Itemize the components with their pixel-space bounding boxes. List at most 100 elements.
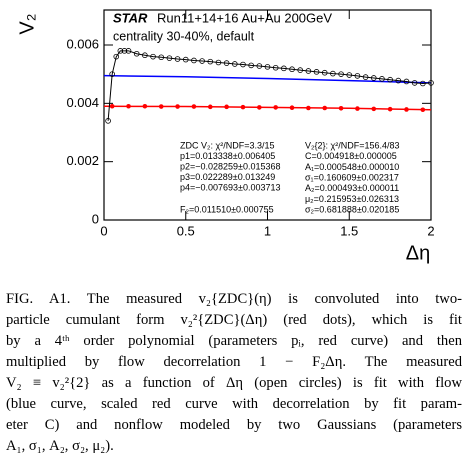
centrality: centrality 30-40%, default — [113, 29, 255, 43]
open-circle — [281, 65, 287, 72]
run: Run11+14+16 Au+Au 200GeV — [157, 10, 332, 25]
caption: FIG. A1. The measured v₂{ZDC}(η) is conv… — [6, 289, 462, 457]
red-dot — [207, 104, 213, 110]
fit-parameter: C=0.004918±0.000005 — [305, 151, 397, 161]
caption-line: V₂ ≡ v₂²{2} as a function of Δη (open ci… — [6, 375, 462, 391]
fit-parameter: p3=0.022289±0.013249 — [180, 172, 275, 182]
open-circle — [313, 69, 320, 75]
fit-parameter: μ₂=0.215953±0.026313 — [305, 194, 399, 204]
fit-parameter: A₁=0.000548±0.000010 — [305, 162, 399, 172]
red-dot — [240, 104, 246, 110]
fit-parameter: V₂{2}: χ²/NDF=156.4/83 — [305, 140, 400, 150]
fit-parameter: σ₁=0.160609±0.002317 — [305, 172, 399, 182]
fit-parameter: σ₂=0.681888±0.020185 — [305, 205, 399, 215]
open-circle — [232, 61, 238, 67]
open-circle — [117, 48, 124, 54]
open-circle — [223, 60, 230, 66]
open-circle — [420, 80, 426, 87]
open-circle — [272, 64, 279, 71]
y-tick-label: 0.006 — [66, 36, 99, 51]
red-dot — [257, 105, 262, 110]
fit-curve — [107, 50, 432, 121]
chart: V₂ Δη STAR Run11+14+16 Au+Au 200GeV cent… — [16, 9, 435, 264]
open-circle — [346, 72, 353, 78]
fit-curve — [103, 74, 432, 84]
open-circle — [264, 64, 271, 70]
y-tick-label: 0 — [92, 211, 99, 226]
open-circle — [207, 58, 214, 65]
red-dot — [142, 103, 148, 109]
open-circle — [362, 74, 369, 80]
red-dot — [175, 104, 180, 109]
open-circle — [321, 69, 328, 76]
fit-parameter: A₂=0.000493±0.000011 — [305, 183, 399, 193]
open-circle — [182, 56, 189, 63]
open-circle — [330, 70, 336, 77]
open-circle — [403, 78, 410, 85]
red-dot — [355, 106, 360, 111]
x-tick-label: 0 — [100, 223, 107, 238]
y-axis-label: V₂ — [16, 13, 38, 34]
open-circle — [105, 118, 111, 124]
caption-line: particle cumulant form v₂²{ZDC}(Δη) (red… — [6, 312, 462, 328]
caption-line: FIG. A1. The measured v₂{ZDC}(η) is conv… — [6, 291, 462, 307]
x-tick-label: 1.5 — [340, 223, 358, 238]
open-circle — [133, 50, 140, 57]
open-circle — [158, 54, 165, 61]
red-dot — [289, 105, 295, 111]
red-dot — [191, 104, 197, 109]
open-circle — [256, 63, 263, 69]
red-dot — [371, 106, 377, 112]
open-circle — [166, 55, 173, 61]
x-tick-label: 0.5 — [177, 223, 195, 238]
red-dot — [306, 105, 311, 111]
red-dot — [338, 105, 344, 111]
red-dot — [322, 105, 328, 111]
red-dot — [158, 104, 164, 109]
red-dot — [273, 105, 278, 110]
open-circle — [142, 52, 148, 59]
fit-parameter: F₂=0.011510±0.000755 — [180, 204, 274, 214]
red-dot — [224, 104, 229, 110]
x-tick-label: 2 — [427, 223, 434, 238]
open-circle — [411, 80, 418, 86]
fit-curve — [103, 105, 432, 111]
open-circle — [338, 71, 344, 77]
open-circle — [150, 53, 156, 60]
x-axis-label: Δη — [406, 242, 430, 264]
caption-line: by a 4ᵗʰ order polynomial (parameters pᵢ… — [6, 333, 462, 349]
open-circle — [305, 68, 312, 74]
open-circle — [379, 76, 385, 82]
caption-line: (blue curve, scaled red curve with decor… — [6, 396, 462, 412]
caption-line: A₁, σ₁, A₂, σ₂, μ₂). — [6, 438, 114, 454]
open-circle — [215, 59, 222, 66]
open-circle — [240, 61, 246, 68]
open-circle — [428, 80, 434, 86]
open-circle — [297, 67, 304, 73]
open-circle — [109, 71, 115, 77]
open-circle — [387, 76, 393, 83]
open-circle — [174, 56, 181, 62]
caption-line: eter C) and nonflow modeled by two Gauss… — [6, 417, 462, 433]
red-dot — [109, 103, 115, 109]
x-tick-label: 1 — [264, 223, 271, 238]
red-dot — [420, 107, 426, 113]
fit-parameter: p4=−0.007693±0.003713 — [180, 182, 281, 192]
caption-line: multiplied by flow decorrelation 1 − F₂Δ… — [6, 354, 462, 370]
fit-parameter: p2=−0.028259±0.015368 — [180, 161, 281, 171]
open-circle — [191, 57, 197, 64]
red-dot — [387, 106, 393, 112]
open-circle — [395, 77, 402, 84]
open-circle — [354, 73, 361, 79]
fit-parameter: p1=0.013338±0.006405 — [180, 151, 275, 161]
open-circle — [125, 48, 132, 54]
open-circle — [113, 53, 120, 60]
open-circle — [370, 75, 377, 81]
open-circle — [199, 58, 205, 64]
y-tick-label: 0.004 — [66, 95, 99, 110]
fit-parameter: ZDC V₂: χ²/NDF=3.3/15 — [180, 140, 275, 150]
open-circle — [248, 62, 254, 69]
open-circle — [289, 66, 295, 73]
experiment: STAR — [113, 10, 148, 25]
